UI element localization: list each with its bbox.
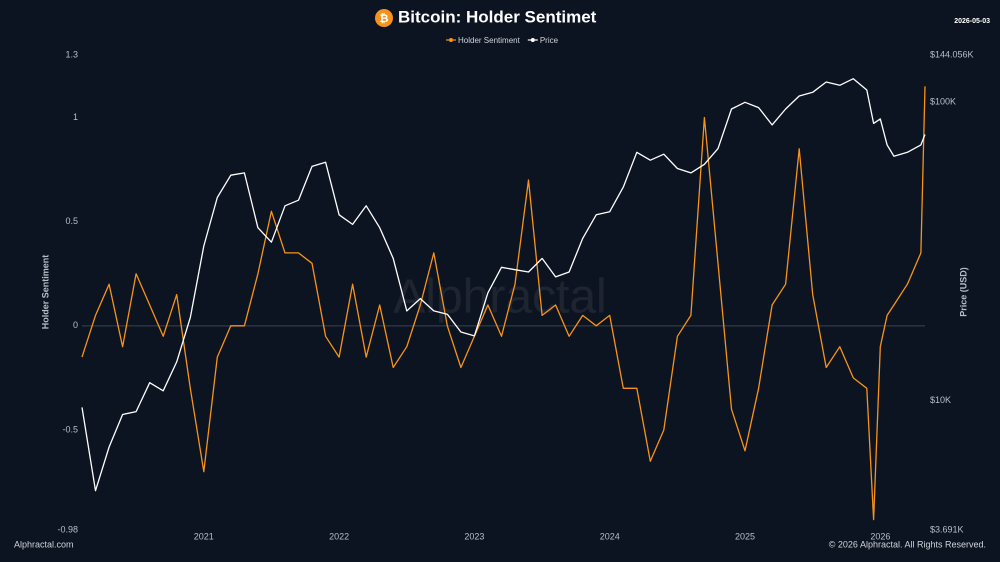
y-tick-label: 0 [73,320,78,330]
date: 2026-05-03 [954,18,990,25]
y-tick-label: 1 [73,112,78,122]
y-tick-label: 1.3 [65,49,78,59]
legend-marker [449,38,453,42]
chart-title: Bitcoin: Holder Sentimet [398,7,597,26]
logo-circle [375,9,393,27]
y2-tick-label: $10K [930,395,951,405]
x-tick-label: 2021 [194,531,214,541]
y-tick-label: -0.98 [57,524,78,534]
series-line [81,86,926,521]
y-tick-label: 0.5 [65,216,78,226]
x-tick-label: 2024 [600,531,620,541]
y2-tick-label: $3.691K [930,524,964,534]
x-tick-label: 2025 [735,531,755,541]
legend-label: Price [540,36,559,45]
copyright: © 2026 Alphractal. All Rights Reserved. [829,539,986,549]
y2-axis-title: Price (USD) [958,267,968,317]
y-axis-title: Holder Sentiment [40,255,50,330]
series-line [81,78,926,492]
y2-tick-label: $144.056K [930,49,974,59]
logo: ₿ [380,13,389,25]
legend-label: Holder Sentiment [458,36,521,45]
x-tick-label: 2023 [464,531,484,541]
watermark: Alphractal [393,271,606,324]
x-tick-label: 2022 [329,531,349,541]
y2-tick-label: $100K [930,97,956,107]
legend-marker [530,38,535,42]
y-tick-label: -0.5 [62,424,78,434]
source: Alphractal.com [14,539,74,549]
x-tick-label: 2026 [870,531,890,541]
